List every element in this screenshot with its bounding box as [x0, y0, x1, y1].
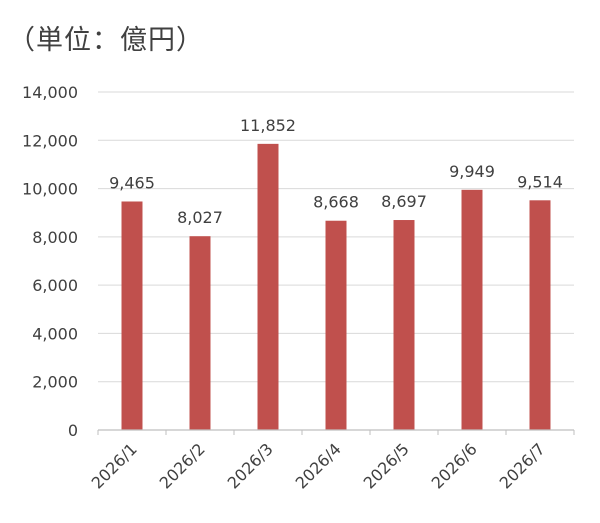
- y-tick-label: 14,000: [22, 83, 78, 102]
- data-labels: 9,465 8,027 11,852 8,668 8,697 9,949 9,514: [109, 116, 563, 227]
- bar: [529, 200, 551, 430]
- bar: [393, 220, 415, 430]
- y-tick-label: 0: [68, 421, 78, 440]
- data-label: 8,027: [177, 208, 223, 227]
- y-tick-label: 12,000: [22, 131, 78, 150]
- data-label: 8,697: [381, 192, 427, 211]
- data-label: 9,949: [449, 162, 495, 181]
- y-tick-label: 6,000: [32, 276, 78, 295]
- bar: [121, 201, 143, 430]
- bar: [189, 236, 211, 430]
- x-axis: [97, 429, 575, 435]
- y-tick-label: 10,000: [22, 180, 78, 199]
- y-tick-label: 8,000: [32, 228, 78, 247]
- unit-label: （単位：億円）: [8, 25, 204, 56]
- bar: [257, 143, 279, 430]
- y-tick-label: 4,000: [32, 324, 78, 343]
- y-tick-label: 2,000: [32, 373, 78, 392]
- x-tick-label: 2026/2: [156, 439, 209, 492]
- bar: [325, 220, 347, 430]
- data-label: 8,668: [313, 193, 359, 212]
- data-label: 9,514: [517, 172, 563, 191]
- data-label: 11,852: [240, 116, 296, 135]
- data-label: 9,465: [109, 173, 155, 192]
- x-tick-label: 2026/3: [224, 439, 277, 492]
- y-axis-tick-labels: 0 2,000 4,000 6,000 8,000 10,000 12,000 14,000: [22, 83, 78, 440]
- bar: [461, 189, 483, 430]
- x-tick-label: 2026/4: [292, 439, 345, 492]
- x-tick-label: 2026/6: [428, 439, 481, 492]
- x-axis-tick-labels: 2026/1 2026/2 2026/3 2026/4 2026/5 2026/6 2026…: [88, 439, 549, 492]
- x-tick-label: 2026/5: [360, 439, 413, 492]
- x-tick-label: 2026/7: [496, 439, 549, 492]
- x-tick-label: 2026/1: [88, 439, 141, 492]
- bars: [121, 143, 551, 430]
